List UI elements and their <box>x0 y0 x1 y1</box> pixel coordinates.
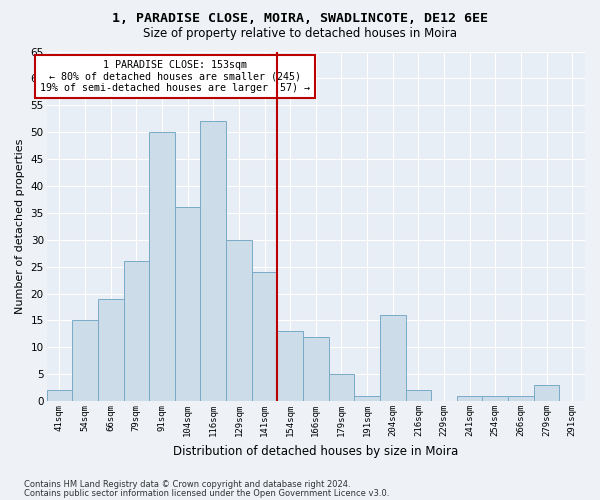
Text: Contains HM Land Registry data © Crown copyright and database right 2024.: Contains HM Land Registry data © Crown c… <box>24 480 350 489</box>
Bar <box>200 122 226 401</box>
Text: Size of property relative to detached houses in Moira: Size of property relative to detached ho… <box>143 28 457 40</box>
Bar <box>534 385 559 401</box>
Bar <box>251 272 277 401</box>
Bar <box>72 320 98 401</box>
Bar <box>303 336 329 401</box>
Bar <box>380 315 406 401</box>
Bar <box>508 396 534 401</box>
Bar <box>457 396 482 401</box>
Bar <box>47 390 72 401</box>
Text: 1 PARADISE CLOSE: 153sqm
← 80% of detached houses are smaller (245)
19% of semi-: 1 PARADISE CLOSE: 153sqm ← 80% of detach… <box>40 60 310 93</box>
Bar <box>482 396 508 401</box>
Text: 1, PARADISE CLOSE, MOIRA, SWADLINCOTE, DE12 6EE: 1, PARADISE CLOSE, MOIRA, SWADLINCOTE, D… <box>112 12 488 26</box>
Text: Contains public sector information licensed under the Open Government Licence v3: Contains public sector information licen… <box>24 489 389 498</box>
Bar <box>329 374 354 401</box>
Bar <box>277 331 303 401</box>
Bar <box>98 299 124 401</box>
X-axis label: Distribution of detached houses by size in Moira: Distribution of detached houses by size … <box>173 444 458 458</box>
Y-axis label: Number of detached properties: Number of detached properties <box>15 138 25 314</box>
Bar <box>149 132 175 401</box>
Bar <box>354 396 380 401</box>
Bar <box>406 390 431 401</box>
Bar <box>124 262 149 401</box>
Bar <box>175 208 200 401</box>
Bar <box>226 240 251 401</box>
